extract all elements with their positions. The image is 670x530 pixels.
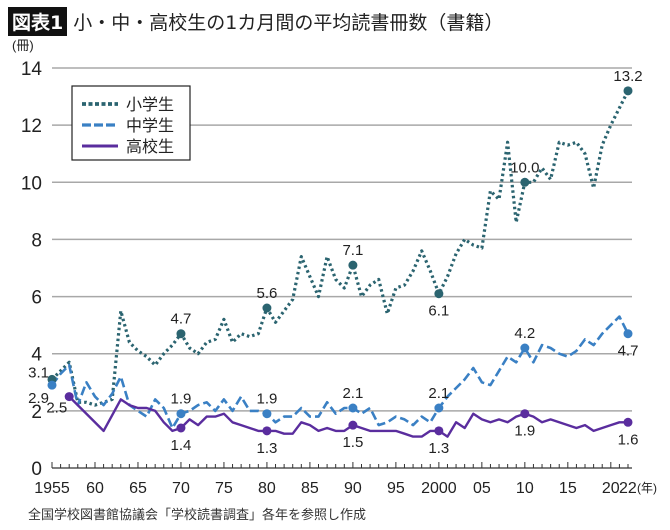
data-point-marker (262, 303, 272, 313)
y-tick-label: 14 (21, 59, 43, 80)
data-point-marker (64, 392, 74, 402)
series-line-1 (50, 315, 630, 430)
data-point-marker (520, 343, 530, 353)
series-line-0 (50, 90, 630, 407)
data-label: 10.0 (510, 159, 539, 176)
x-tick-label: 95 (387, 480, 405, 497)
data-point-marker (348, 403, 358, 413)
data-label: 2.1 (342, 385, 363, 402)
y-tick-label: 8 (31, 230, 42, 251)
data-point-marker (176, 329, 186, 339)
data-point-marker (348, 420, 358, 430)
data-label: 5.6 (256, 285, 277, 302)
x-tick-label: 75 (215, 480, 233, 497)
data-point-marker (47, 380, 57, 390)
data-point-marker (520, 177, 530, 187)
data-point-marker (262, 426, 272, 436)
data-label: 1.3 (256, 440, 277, 457)
data-label: 1.9 (171, 391, 192, 408)
legend-label: 小学生 (126, 96, 174, 114)
y-axis-unit: (冊) (12, 38, 34, 53)
legend-label: 中学生 (126, 117, 174, 135)
data-point-marker (623, 329, 633, 339)
y-tick-label: 12 (21, 116, 42, 137)
x-axis-unit: (年) (637, 481, 657, 495)
data-label: 1.4 (171, 437, 192, 454)
data-point-marker (434, 289, 444, 299)
data-point-marker (176, 409, 186, 419)
y-tick-label: 2 (31, 402, 42, 423)
data-point-marker (348, 260, 358, 270)
legend-box (71, 85, 191, 161)
y-tick-label: 0 (31, 459, 42, 480)
series-line-2 (68, 395, 628, 438)
data-label: 2.1 (428, 385, 449, 402)
title-text: 小・中・高校生の1カ月間の平均読書冊数（書籍） (73, 12, 504, 34)
figure-badge: 図表1 (8, 7, 68, 36)
data-point-marker (262, 409, 272, 419)
data-label: 7.1 (342, 242, 363, 259)
data-label: 1.9 (514, 423, 535, 440)
x-tick-label: 85 (301, 480, 319, 497)
x-tick-label: 65 (129, 480, 147, 497)
x-tick-label: 20 (602, 480, 620, 497)
data-label: 1.6 (618, 431, 639, 448)
data-point-marker (434, 403, 444, 413)
data-label: 6.1 (428, 303, 449, 320)
y-tick-label: 6 (31, 288, 42, 309)
x-tick-label: 60 (86, 480, 104, 497)
data-label: 2.9 (28, 390, 49, 407)
x-tick-label: 22 (619, 480, 637, 497)
source-note: 全国学校図書館協議会「学校読書調査」各年を参照し作成 (28, 508, 367, 523)
data-point-marker (520, 409, 530, 419)
chart-title: 図表1 小・中・高校生の1カ月間の平均読書冊数（書籍） (8, 7, 503, 36)
data-label: 4.2 (514, 325, 535, 342)
data-point-marker (176, 423, 186, 433)
data-label: 1.3 (428, 440, 449, 457)
data-label: 2.5 (46, 400, 67, 417)
data-point-marker (434, 426, 444, 436)
x-tick-label: 2000 (421, 480, 457, 497)
x-tick-label: 05 (473, 480, 491, 497)
data-label: 13.2 (613, 68, 642, 85)
x-tick-label: 80 (258, 480, 276, 497)
y-tick-label: 4 (31, 345, 42, 366)
y-tick-label: 10 (21, 173, 42, 194)
data-point-marker (623, 86, 633, 96)
data-point-marker (623, 417, 633, 427)
x-tick-label: 1955 (34, 480, 70, 497)
data-label: 4.7 (171, 311, 192, 328)
data-label: 1.9 (256, 391, 277, 408)
x-tick-label: 15 (559, 480, 577, 497)
x-tick-label: 10 (516, 480, 534, 497)
x-tick-label: 70 (172, 480, 190, 497)
data-label: 1.5 (342, 434, 363, 451)
data-label: 4.7 (618, 343, 639, 360)
data-label: 3.1 (28, 364, 49, 381)
legend-label: 高校生 (126, 138, 174, 156)
x-tick-label: 90 (344, 480, 362, 497)
